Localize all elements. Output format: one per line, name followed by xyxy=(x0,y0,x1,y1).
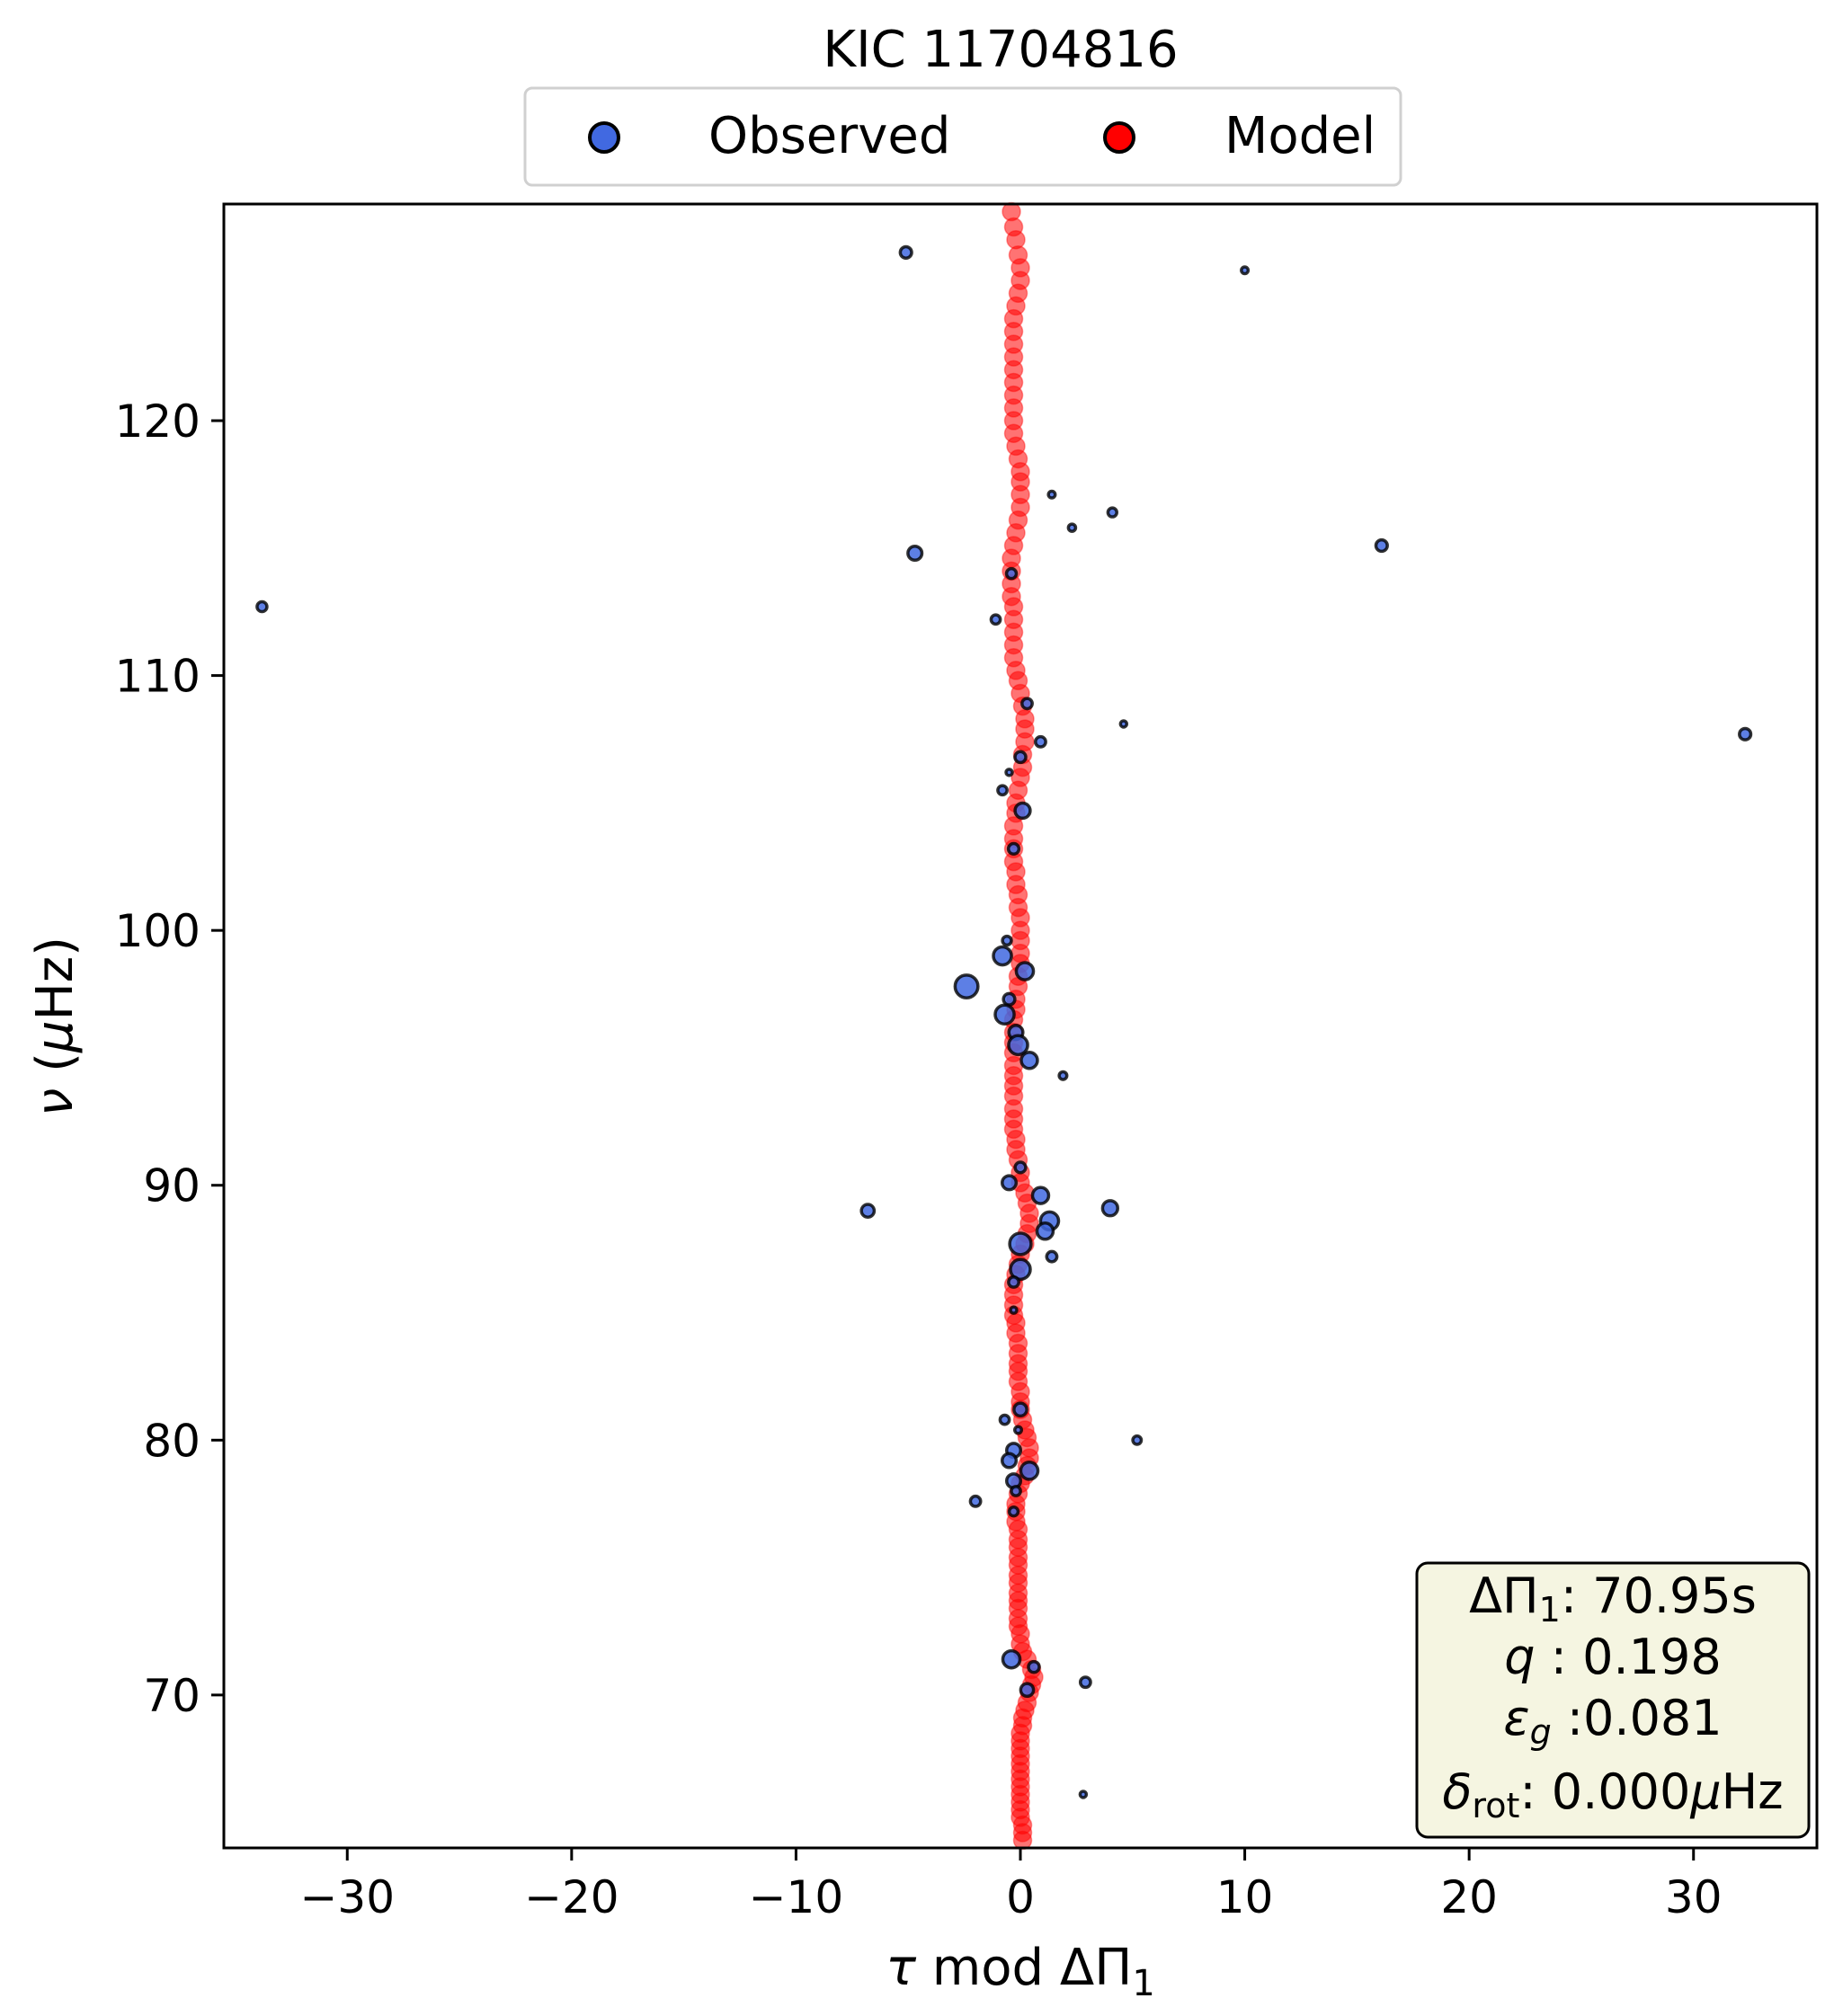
observed-point-3 xyxy=(1106,506,1119,519)
y-tick-label-5: 120 xyxy=(115,395,200,448)
observed-point-47 xyxy=(1019,1461,1040,1481)
observed-point-26 xyxy=(1007,1034,1029,1057)
observed-point-51 xyxy=(1007,1505,1020,1518)
observed-point-46 xyxy=(1000,1452,1019,1470)
observed-point-31 xyxy=(1030,1186,1051,1205)
x-tick-label-3: 0 xyxy=(1006,1871,1035,1923)
observed-point-36 xyxy=(1008,1231,1033,1257)
legend-box xyxy=(523,86,1402,187)
y-tick-label-4: 110 xyxy=(115,651,200,703)
observed-point-16 xyxy=(996,784,1009,797)
observed-point-52 xyxy=(1001,1648,1022,1670)
info-box-frame xyxy=(1415,1561,1811,1839)
observed-point-28 xyxy=(1057,1070,1069,1081)
x-tick-label-4: 10 xyxy=(1216,1871,1274,1923)
observed-point-22 xyxy=(953,973,980,1000)
observed-point-17 xyxy=(1013,801,1032,821)
x-axis: −30 −20 −10 0 10 20 30 xyxy=(300,1848,1723,1923)
observed-point-29 xyxy=(1013,1160,1028,1175)
observed-point-37 xyxy=(1045,1249,1059,1264)
x-axis-label: τ mod ΔΠ1 xyxy=(886,1939,1155,2004)
model-point-155 xyxy=(1012,1830,1033,1851)
observed-point-43 xyxy=(1012,1425,1024,1435)
observed-point-6 xyxy=(906,544,924,563)
observed-point-18 xyxy=(1006,841,1021,857)
observed-point-30 xyxy=(1000,1174,1019,1192)
observed-point-54 xyxy=(1078,1675,1092,1690)
observed-point-50 xyxy=(968,1494,983,1508)
y-axis-label: ν (μHz) xyxy=(26,937,85,1116)
observed-point-1 xyxy=(1240,265,1251,276)
observed-point-9 xyxy=(989,613,1002,626)
observed-point-20 xyxy=(992,945,1013,967)
observed-point-53 xyxy=(1027,1659,1041,1674)
chart-title: KIC 11704816 xyxy=(823,21,1178,79)
observed-point-24 xyxy=(993,1003,1016,1026)
observed-point-8 xyxy=(255,599,269,614)
observed-point-39 xyxy=(1007,1275,1020,1289)
observed-point-4 xyxy=(1066,522,1078,533)
observed-point-55 xyxy=(1019,1682,1036,1699)
x-tick-label-6: 30 xyxy=(1665,1871,1723,1923)
x-tick-label-0: −30 xyxy=(300,1871,396,1923)
observed-point-5 xyxy=(1374,537,1389,554)
observed-point-42 xyxy=(998,1413,1011,1426)
legend-label-model: Model xyxy=(1224,107,1376,165)
observed-point-21 xyxy=(1014,961,1036,981)
y-tick-label-2: 90 xyxy=(143,1160,200,1212)
y-tick-label-1: 80 xyxy=(143,1415,200,1467)
observed-point-12 xyxy=(1738,726,1753,742)
observed-point-35 xyxy=(1035,1221,1055,1241)
y-tick-label-3: 100 xyxy=(115,905,200,957)
observed-point-27 xyxy=(1019,1051,1039,1070)
observed-point-40 xyxy=(1009,1305,1019,1315)
y-axis: 70 80 90 100 110 120 xyxy=(115,395,224,1722)
info-q: q : 0.198 xyxy=(1504,1629,1721,1685)
observed-point-0 xyxy=(898,244,913,260)
observed-point-7 xyxy=(1004,566,1019,581)
observed-point-23 xyxy=(1002,991,1017,1007)
y-tick-label-0: 70 xyxy=(143,1670,200,1722)
info-epsilon: εg :0.081 xyxy=(1503,1690,1722,1752)
observed-point-56 xyxy=(1078,1790,1089,1799)
observed-point-15 xyxy=(1004,768,1014,777)
x-tick-label-5: 20 xyxy=(1440,1871,1498,1923)
x-tick-label-2: −10 xyxy=(749,1871,844,1923)
observed-point-19 xyxy=(1001,934,1013,947)
legend: Observed Model xyxy=(523,86,1402,187)
observed-point-2 xyxy=(1046,489,1057,500)
observed-point-38 xyxy=(1009,1257,1032,1282)
observed-point-44 xyxy=(1131,1434,1144,1446)
observed-point-41 xyxy=(1012,1401,1028,1418)
observed-point-10 xyxy=(1020,697,1034,711)
observed-point-13 xyxy=(1034,734,1047,749)
observed-point-49 xyxy=(1010,1485,1022,1497)
info-delta-pi: ΔΠ1: 70.95s xyxy=(1469,1568,1757,1630)
observed-point-32 xyxy=(859,1203,877,1219)
info-box: ΔΠ1: 70.95s q : 0.198 εg :0.081 δrot: 0.… xyxy=(1415,1561,1811,1839)
legend-marker-observed xyxy=(588,121,620,154)
legend-label-observed: Observed xyxy=(708,107,950,165)
legend-marker-model xyxy=(1103,121,1135,154)
observed-point-14 xyxy=(1013,750,1028,765)
observed-point-11 xyxy=(1118,719,1129,729)
x-tick-label-1: −20 xyxy=(524,1871,619,1923)
observed-point-33 xyxy=(1100,1199,1120,1218)
observed-series xyxy=(255,244,1753,1799)
